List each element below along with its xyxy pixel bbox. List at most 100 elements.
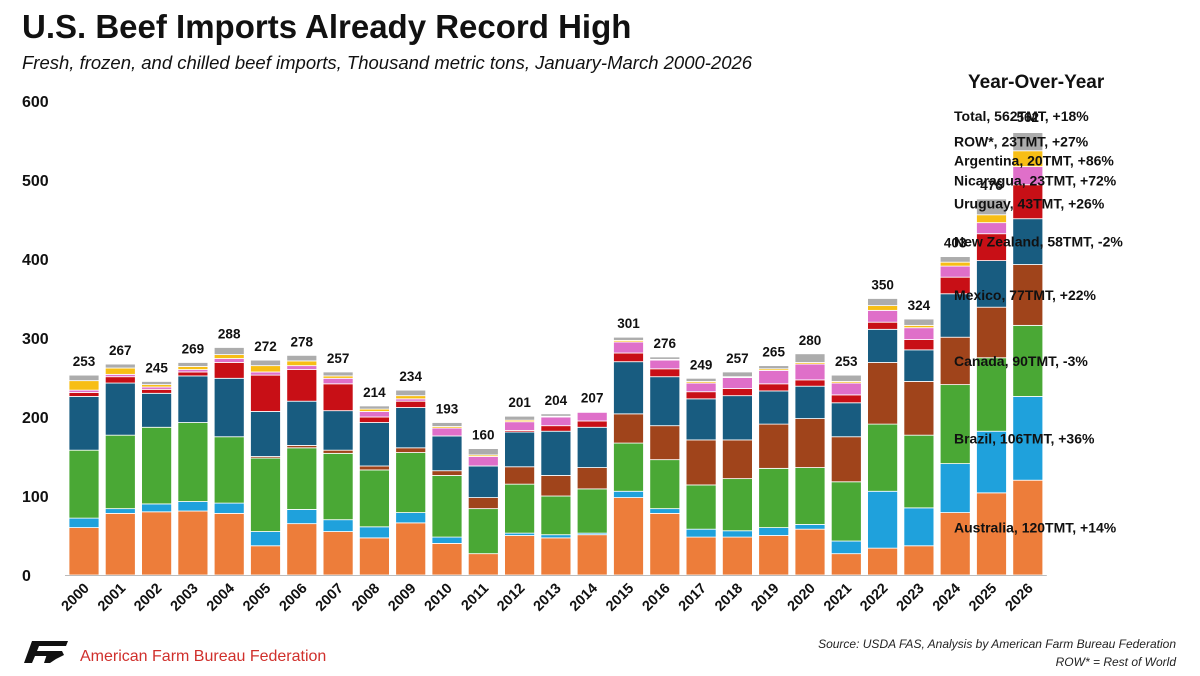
bar-segment-brazil	[613, 490, 644, 498]
bar-segment-argentina	[939, 261, 971, 267]
total-label: 245	[145, 360, 168, 375]
x-tick-label: 2018	[712, 581, 746, 615]
bar-segment-nicaragua	[794, 363, 826, 381]
total-label: 265	[762, 345, 785, 360]
total-label: 278	[291, 334, 314, 349]
yoy-label: Canada, 90TMT, -3%	[954, 353, 1088, 369]
total-label: 201	[508, 395, 531, 410]
bar-segment-canada	[685, 484, 717, 530]
x-tick-label: 2006	[276, 581, 310, 615]
bar-segment-new-zealand	[68, 396, 100, 451]
bar-segment-nicaragua	[504, 421, 536, 431]
bar-segment-canada	[358, 469, 390, 528]
bar-segment-nicaragua	[431, 427, 463, 437]
bar-segment-uruguay	[141, 388, 173, 394]
bar-segment-brazil	[976, 430, 1007, 494]
bar-segment-brazil	[286, 509, 318, 525]
afbf-logo-icon	[24, 641, 68, 663]
bar-segment-canada	[903, 434, 935, 509]
bar-segment-mexico	[830, 436, 862, 483]
bar-segment-brazil	[1012, 396, 1044, 481]
bar-segment-row	[939, 256, 971, 263]
bar-segment-brazil	[649, 508, 681, 514]
total-label: 214	[363, 385, 386, 400]
bar-segment-row	[177, 362, 209, 367]
bar-segment-canada	[467, 508, 499, 555]
bar-segment-mexico	[722, 439, 753, 480]
bar-segment-mexico	[1012, 264, 1044, 326]
bar-segment-argentina	[867, 305, 898, 311]
total-label: 269	[182, 341, 205, 356]
bar-segment-canada	[141, 426, 173, 505]
bar-segment-mexico	[613, 413, 644, 444]
total-label: 276	[654, 336, 677, 351]
bar-segment-australia	[830, 553, 862, 576]
x-tick-label: 2009	[385, 581, 419, 615]
bar-segment-canada	[431, 475, 463, 538]
total-label: 267	[109, 343, 132, 358]
org-name: American Farm Bureau Federation	[80, 648, 327, 665]
bar-segment-row	[358, 405, 390, 410]
yoy-label: Nicaragua, 23TMT, +72%	[954, 173, 1117, 189]
bar-segment-brazil	[722, 530, 753, 538]
bar-segment-uruguay	[722, 388, 753, 397]
bar-segment-canada	[830, 481, 862, 542]
x-axis: 2000 2001 2002 2003 2004 2005 2006 2007 2008 2009…	[59, 575, 1047, 615]
bar-segment-argentina	[395, 395, 427, 400]
bar-segment-mexico	[504, 466, 536, 485]
y-tick-label: 600	[22, 94, 49, 111]
bar-segment-canada	[613, 442, 644, 492]
yoy-label: Argentina, 20TMT, +86%	[954, 153, 1114, 169]
bar-segment-mexico	[758, 423, 790, 469]
x-tick-label: 2005	[240, 581, 274, 615]
bar-segment-row	[1012, 132, 1044, 152]
bar-segment-brazil	[685, 528, 717, 538]
bar-segment-mexico	[576, 467, 608, 490]
bar-segment-brazil	[177, 501, 209, 512]
bar-segment-uruguay	[613, 352, 644, 363]
bar-segment-new-zealand	[250, 411, 281, 457]
total-label: 350	[871, 278, 894, 293]
bar-segment-nicaragua	[722, 377, 753, 389]
bar-segment-row	[504, 415, 536, 421]
total-labels: 253 267 245 269 288 272 278 257 214 234 193 160 201 2…	[73, 110, 1039, 443]
bar-segment-uruguay	[649, 368, 681, 378]
bar-segment-australia	[867, 547, 898, 576]
bar-segment-uruguay	[867, 321, 898, 330]
x-tick-label: 2002	[131, 581, 165, 615]
bar-segment-new-zealand	[395, 407, 427, 449]
bar-segment-new-zealand	[286, 400, 318, 446]
x-tick-label: 2020	[785, 581, 819, 615]
bar-segment-new-zealand	[177, 375, 209, 423]
y-tick-label: 100	[22, 489, 49, 506]
bar-segment-uruguay	[903, 339, 935, 351]
bar-segment-canada	[758, 467, 790, 529]
bar-segment-row	[976, 198, 1007, 216]
x-tick-label: 2016	[639, 581, 673, 615]
bar-segment-brazil	[104, 508, 136, 514]
chart-title: U.S. Beef Imports Already Record High	[22, 8, 632, 45]
x-tick-label: 2022	[857, 581, 891, 615]
bar-segment-australia	[250, 545, 281, 576]
bar-segment-row	[867, 298, 898, 307]
bar-segment-australia	[213, 512, 245, 576]
bar-segment-australia	[177, 510, 209, 576]
bar-segment-australia	[104, 512, 136, 576]
bar-segment-new-zealand	[613, 361, 644, 415]
bar-segment-brazil	[68, 517, 100, 528]
bar-segment-row	[213, 347, 245, 355]
bar-segment-mexico	[903, 381, 935, 436]
bar-segment-nicaragua	[939, 265, 971, 278]
x-tick-label: 2019	[748, 581, 782, 615]
bar-segment-canada	[540, 495, 572, 536]
bar-segment-australia	[431, 543, 463, 576]
yoy-label: Brazil, 106TMT, +36%	[954, 430, 1095, 446]
x-tick-label: 2013	[531, 581, 565, 615]
bar-segment-australia	[1012, 479, 1044, 576]
bar-segment-argentina	[213, 354, 245, 359]
bar-segment-mexico	[794, 418, 826, 468]
bar-segment-nicaragua	[976, 222, 1007, 235]
bar-segment-new-zealand	[540, 430, 572, 476]
bar-segment-uruguay	[213, 362, 245, 379]
bar-segment-row	[649, 356, 681, 360]
